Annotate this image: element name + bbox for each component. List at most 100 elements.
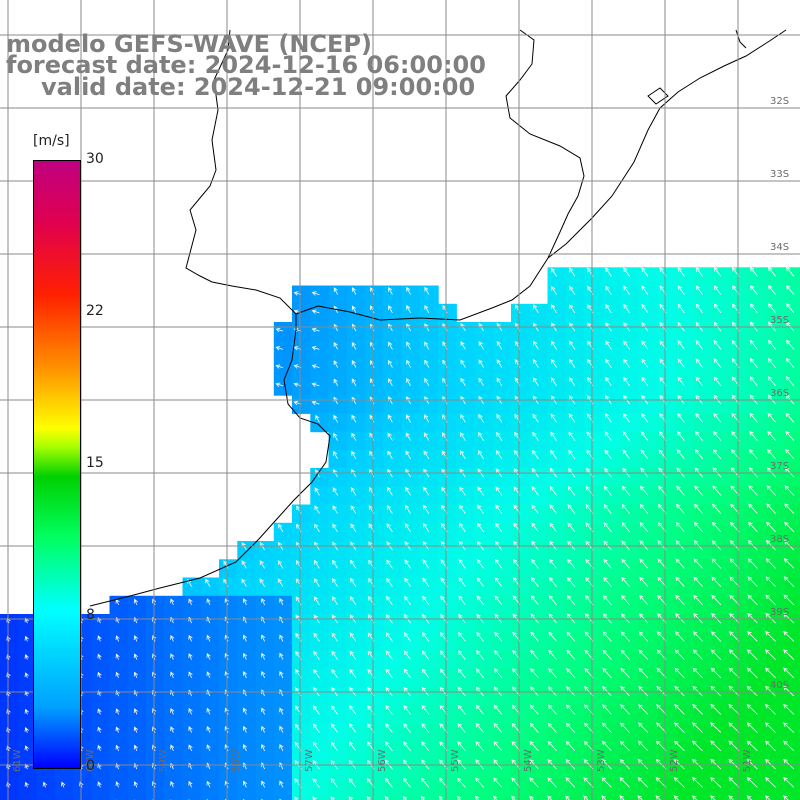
wind-speed-cell (328, 431, 348, 451)
wind-speed-cell (547, 595, 567, 615)
wind-speed-cell (474, 577, 494, 597)
wind-arrow (551, 267, 557, 277)
wind-speed-cell (328, 705, 348, 725)
wind-speed-cell (584, 413, 603, 433)
wind-arrow (333, 450, 338, 460)
wind-arrow (438, 795, 444, 800)
wind-arrow (713, 303, 722, 314)
wind-speed-cell (547, 413, 567, 433)
wind-speed-cell (401, 522, 421, 542)
wind-speed-cell (675, 413, 695, 433)
wind-speed-cell (511, 449, 530, 469)
wind-speed-cell (346, 285, 366, 305)
wind-arrow (457, 668, 466, 679)
wind-arrow (749, 430, 758, 441)
wind-speed-cell (693, 559, 713, 579)
wind-arrow (603, 485, 612, 496)
wind-speed-cell (730, 303, 749, 323)
wind-speed-cell (675, 431, 695, 451)
wind-speed-cell (565, 632, 585, 652)
wind-arrow (457, 722, 466, 733)
wind-arrow (133, 635, 138, 642)
wind-arrow (529, 704, 539, 715)
wind-arrow (406, 305, 411, 314)
wind-arrow (569, 358, 576, 368)
wind-arrow (529, 740, 539, 752)
wind-speed-cell (657, 358, 676, 378)
wind-speed-cell (200, 577, 220, 597)
wind-speed-cell (784, 559, 800, 579)
wind-speed-cell (419, 705, 439, 725)
wind-arrow (476, 650, 484, 660)
wind-speed-cell (602, 668, 622, 688)
wind-arrow (97, 708, 102, 715)
wind-speed-cell (456, 322, 476, 341)
wind-speed-cell (310, 577, 330, 597)
wind-speed-cell (237, 614, 257, 633)
wind-speed-cell (456, 741, 476, 761)
wind-arrow (621, 503, 630, 514)
wind-arrow (278, 523, 284, 533)
wind-arrow (332, 559, 338, 569)
wind-arrow (170, 653, 175, 660)
wind-speed-cell (219, 632, 238, 652)
wind-speed-cell (711, 504, 731, 524)
wind-arrow (655, 758, 667, 770)
wind-arrow (351, 305, 357, 314)
lon-label: 57W (304, 749, 315, 772)
wind-speed-cell (474, 559, 494, 579)
wind-speed-cell (474, 431, 494, 451)
wind-speed-cell (492, 687, 512, 706)
wind-arrow (279, 725, 284, 733)
wind-speed-cell (401, 559, 421, 579)
wind-arrow (565, 704, 576, 715)
wind-speed-cell (693, 796, 713, 800)
wind-speed-cell (620, 431, 640, 451)
wind-arrow (331, 650, 338, 660)
wind-speed-cell (383, 650, 403, 670)
wind-arrow (785, 430, 795, 441)
wind-arrow (348, 741, 357, 752)
wind-speed-cell (310, 395, 330, 414)
wind-speed-cell (383, 522, 403, 542)
wind-arrow (97, 653, 102, 660)
wind-speed-cell (346, 504, 366, 524)
wind-arrow (640, 431, 649, 441)
wind-arrow (784, 521, 795, 533)
wind-speed-cell (310, 723, 330, 743)
wind-speed-cell (200, 687, 220, 706)
wind-speed-cell (638, 449, 658, 469)
wind-speed-cell (657, 322, 676, 341)
wind-arrow (241, 560, 247, 569)
wind-speed-cell (237, 650, 257, 670)
wind-arrow (530, 595, 539, 606)
wind-speed-cell (419, 668, 439, 688)
wind-speed-cell (511, 559, 530, 579)
wind-arrow (495, 449, 503, 460)
wind-arrow (621, 594, 630, 606)
wind-speed-cell (401, 614, 421, 633)
wind-arrow (386, 504, 393, 514)
wind-arrow (695, 431, 703, 441)
wind-arrow (569, 267, 576, 277)
wind-arrow (388, 341, 393, 350)
wind-speed-cell (91, 723, 111, 743)
wind-arrow (783, 594, 795, 606)
wind-speed-cell (127, 632, 147, 652)
wind-speed-cell (401, 778, 421, 798)
wind-arrow (620, 722, 630, 733)
wind-speed-cell (419, 358, 439, 378)
wind-arrow (242, 780, 248, 788)
wind-arrow (620, 667, 630, 679)
wind-speed-cell (602, 322, 622, 341)
wind-speed-cell (383, 595, 403, 615)
wind-arrow (551, 304, 557, 314)
wind-arrow (637, 777, 649, 788)
wind-arrow (623, 358, 630, 368)
wind-arrow (133, 708, 138, 715)
wind-arrow (675, 558, 685, 569)
wind-arrow (476, 577, 484, 587)
wind-arrow (766, 521, 776, 533)
wind-arrow (331, 705, 338, 715)
wind-arrow (97, 781, 102, 788)
